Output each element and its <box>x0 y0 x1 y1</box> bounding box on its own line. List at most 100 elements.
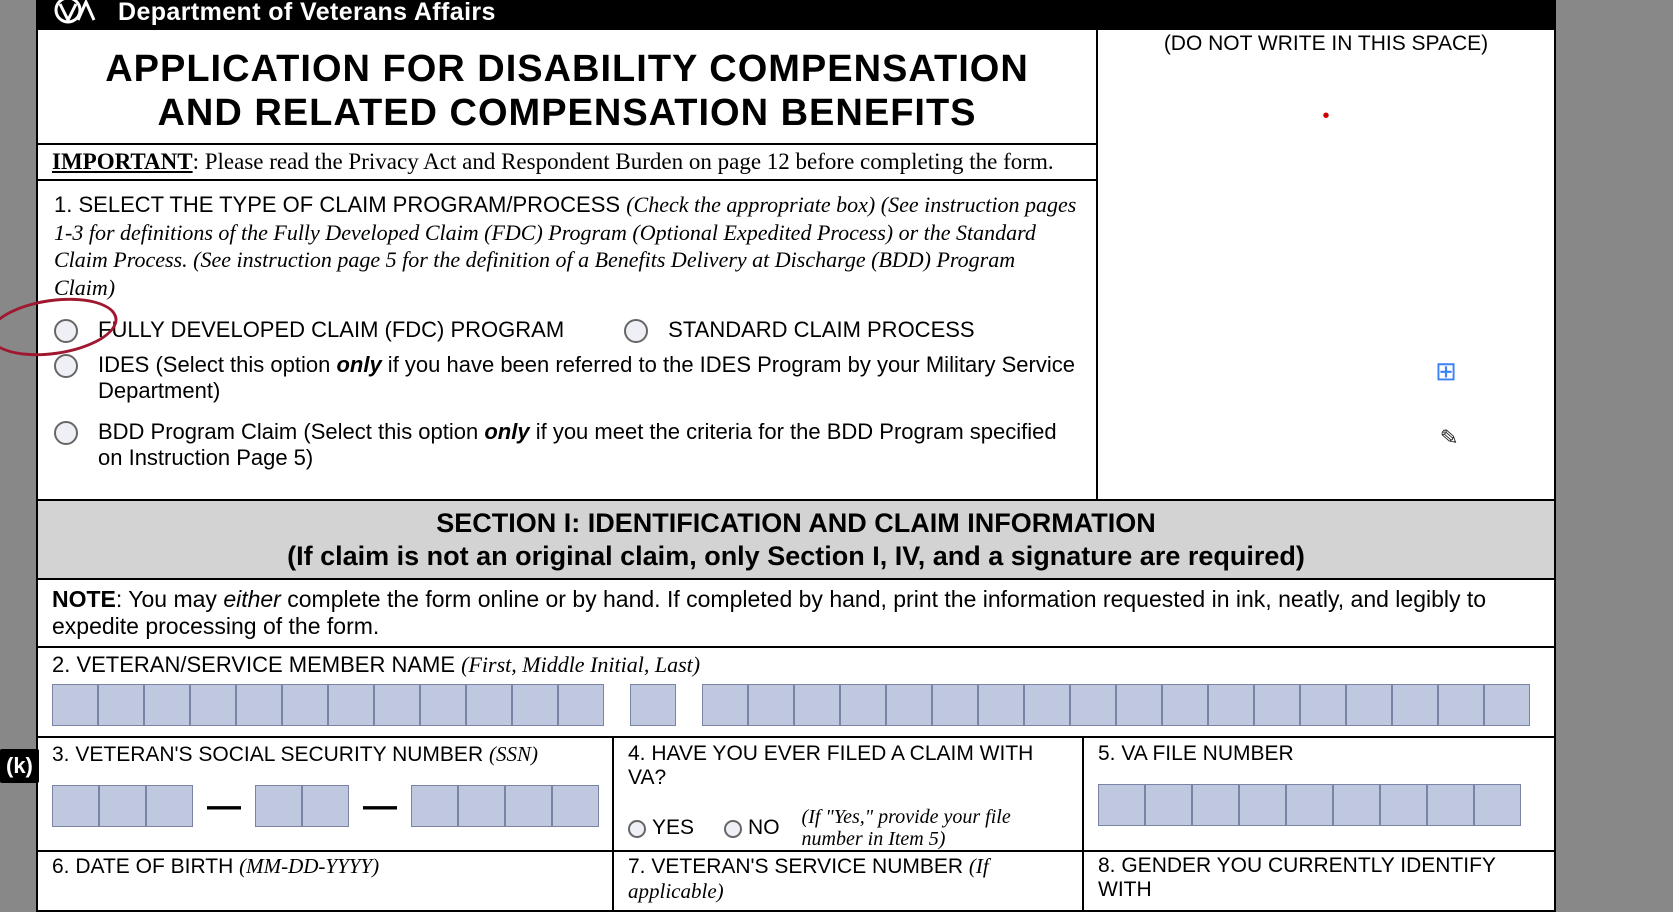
char-box[interactable] <box>1116 684 1162 726</box>
stamp-title: VA DATE STAMP <box>1106 24 1546 30</box>
label-standard: STANDARD CLAIM PROCESS <box>668 317 974 343</box>
date-stamp-area: VA DATE STAMP (DO NOT WRITE IN THIS SPAC… <box>1098 30 1554 499</box>
char-box[interactable] <box>255 785 302 827</box>
char-box[interactable] <box>1208 684 1254 726</box>
pencil-cursor-icon: ✎ <box>1439 425 1459 452</box>
char-box[interactable] <box>144 684 190 726</box>
char-box[interactable] <box>1070 684 1116 726</box>
char-box[interactable] <box>505 785 552 827</box>
q1-title: SELECT THE TYPE OF CLAIM PROGRAM/PROCESS <box>78 192 620 217</box>
char-box[interactable] <box>512 684 558 726</box>
top-left: APPLICATION FOR DISABILITY COMPENSATION … <box>38 30 1098 499</box>
char-box[interactable] <box>1333 784 1380 826</box>
name-mi-box[interactable] <box>630 684 676 726</box>
question-8: 8. GENDER YOU CURRENTLY IDENTIFY WITH <box>1084 852 1554 910</box>
char-box[interactable] <box>52 785 99 827</box>
char-box[interactable] <box>1438 684 1484 726</box>
question-1: 1. SELECT THE TYPE OF CLAIM PROGRAM/PROC… <box>38 181 1096 499</box>
char-box[interactable] <box>1392 684 1438 726</box>
corner-badge: (k) <box>0 749 39 783</box>
char-box[interactable] <box>978 684 1024 726</box>
form-title: APPLICATION FOR DISABILITY COMPENSATION … <box>38 30 1096 145</box>
section-1-title: SECTION I: IDENTIFICATION AND CLAIM INFO… <box>46 507 1546 539</box>
char-box[interactable] <box>458 785 505 827</box>
q1-options: FULLY DEVELOPED CLAIM (FDC) PROGRAM STAN… <box>54 317 1080 471</box>
char-box[interactable] <box>190 684 236 726</box>
question-7: 7. VETERAN'S SERVICE NUMBER (If applicab… <box>614 852 1084 910</box>
radio-fdc[interactable] <box>54 319 78 343</box>
char-box[interactable] <box>1254 684 1300 726</box>
char-box[interactable] <box>1239 784 1286 826</box>
name-last-boxes[interactable] <box>702 684 1530 726</box>
char-box[interactable] <box>1024 684 1070 726</box>
char-box[interactable] <box>98 684 144 726</box>
char-box[interactable] <box>932 684 978 726</box>
char-box[interactable] <box>1300 684 1346 726</box>
ssn-group-3[interactable] <box>411 785 599 827</box>
ssn-dash-2: — <box>361 789 399 823</box>
char-box[interactable] <box>748 684 794 726</box>
va-file-boxes[interactable] <box>1098 784 1540 826</box>
copilot-icon[interactable]: ⊞ <box>1435 356 1457 387</box>
char-box[interactable] <box>886 684 932 726</box>
char-box[interactable] <box>146 785 193 827</box>
char-box[interactable] <box>794 684 840 726</box>
char-box[interactable] <box>328 684 374 726</box>
char-box[interactable] <box>302 785 349 827</box>
q4-hint: (If "Yes," provide your file number in I… <box>802 806 1022 850</box>
department-name: Department of Veterans Affairs <box>118 0 496 27</box>
q2-label: 2. VETERAN/SERVICE MEMBER NAME (First, M… <box>52 652 1540 678</box>
char-box[interactable] <box>1286 784 1333 826</box>
label-ides: IDES (Select this option only if you hav… <box>98 352 1080 405</box>
char-box[interactable] <box>374 684 420 726</box>
radio-yes[interactable] <box>628 820 646 838</box>
char-box[interactable] <box>702 684 748 726</box>
ssn-group-2[interactable] <box>255 785 349 827</box>
char-box[interactable] <box>1474 784 1521 826</box>
section-1-header: SECTION I: IDENTIFICATION AND CLAIM INFO… <box>38 499 1554 580</box>
char-box[interactable] <box>552 785 599 827</box>
name-first-boxes[interactable] <box>52 684 604 726</box>
radio-no[interactable] <box>724 820 742 838</box>
top-row: APPLICATION FOR DISABILITY COMPENSATION … <box>38 30 1554 499</box>
va-seal-icon <box>54 0 100 26</box>
row-q3-q4-q5: 3. VETERAN'S SOCIAL SECURITY NUMBER (SSN… <box>38 738 1554 850</box>
char-box[interactable] <box>466 684 512 726</box>
char-box[interactable] <box>1145 784 1192 826</box>
radio-yes-wrap[interactable]: YES <box>628 816 694 840</box>
char-box[interactable] <box>1192 784 1239 826</box>
char-box[interactable] <box>99 785 146 827</box>
char-box[interactable] <box>1162 684 1208 726</box>
char-box[interactable] <box>420 684 466 726</box>
q1-lead: 1. SELECT THE TYPE OF CLAIM PROGRAM/PROC… <box>54 191 1080 301</box>
char-box[interactable] <box>52 684 98 726</box>
radio-bdd[interactable] <box>54 421 78 445</box>
char-box[interactable] <box>630 684 676 726</box>
char-box[interactable] <box>236 684 282 726</box>
char-box[interactable] <box>1098 784 1145 826</box>
char-box[interactable] <box>1484 684 1530 726</box>
radio-no-wrap[interactable]: NO <box>724 816 780 840</box>
note-row: NOTE: You may either complete the form o… <box>38 580 1554 648</box>
note-label: NOTE <box>52 586 116 612</box>
ssn-group-1[interactable] <box>52 785 193 827</box>
char-box[interactable] <box>411 785 458 827</box>
char-box[interactable] <box>558 684 604 726</box>
char-box[interactable] <box>840 684 886 726</box>
char-box[interactable] <box>1380 784 1427 826</box>
radio-ides[interactable] <box>54 354 78 378</box>
section-1-subtitle: (If claim is not an original claim, only… <box>46 540 1546 572</box>
question-4: 4. HAVE YOU EVER FILED A CLAIM WITH VA? … <box>614 738 1084 850</box>
important-text: : Please read the Privacy Act and Respon… <box>193 149 1054 174</box>
radio-standard[interactable] <box>624 319 648 343</box>
char-box[interactable] <box>1427 784 1474 826</box>
row-q6-q7-q8: 6. DATE OF BIRTH (MM-DD-YYYY) 7. VETERAN… <box>38 850 1554 910</box>
ssn-dash-1: — <box>205 789 243 823</box>
stamp-subtitle: (DO NOT WRITE IN THIS SPACE) <box>1106 32 1546 56</box>
char-box[interactable] <box>1346 684 1392 726</box>
question-5: 5. VA FILE NUMBER <box>1084 738 1554 850</box>
question-3: 3. VETERAN'S SOCIAL SECURITY NUMBER (SSN… <box>38 738 614 850</box>
char-box[interactable] <box>282 684 328 726</box>
red-dot-mark: • <box>1106 106 1546 126</box>
form-page: Department of Veterans Affairs APPLICATI… <box>36 0 1556 912</box>
